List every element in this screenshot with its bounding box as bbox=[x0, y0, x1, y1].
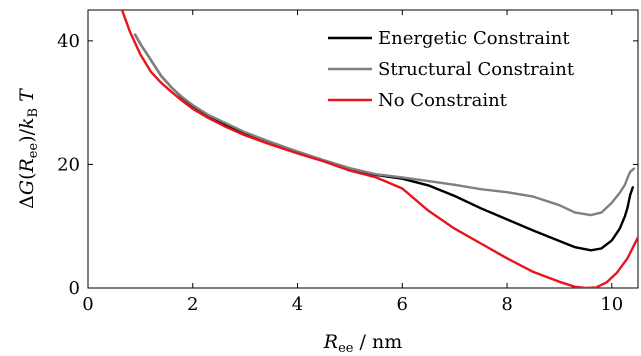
y-tick-label: 20 bbox=[57, 154, 80, 175]
x-tick-label: 2 bbox=[187, 294, 198, 315]
y-tick-label: 40 bbox=[57, 31, 80, 52]
legend-label-2: Structural Constraint bbox=[378, 59, 575, 80]
x-tick-label: 10 bbox=[600, 294, 623, 315]
series-line-3 bbox=[120, 10, 638, 288]
series-layer bbox=[120, 10, 638, 288]
x-tick-label: 6 bbox=[397, 294, 408, 315]
x-tick-label: 4 bbox=[292, 294, 303, 315]
axis-ticks: 0 2 4 6 8 10 0 20 40 bbox=[57, 10, 638, 315]
plot-frame bbox=[87, 9, 639, 289]
y-axis-label: ΔG(Ree)/kB T bbox=[16, 88, 41, 209]
x-tick-label: 0 bbox=[82, 294, 93, 315]
legend-label-1: Energetic Constraint bbox=[378, 28, 570, 49]
svg-text:ΔG(Ree)/kB T: ΔG(Ree)/kB T bbox=[16, 88, 41, 209]
legend: Energetic Constraint Structural Constrain… bbox=[328, 28, 575, 111]
svg-text:Ree / nm: Ree / nm bbox=[323, 331, 402, 356]
y-tick-label: 0 bbox=[69, 278, 80, 299]
series-line-2 bbox=[133, 33, 635, 217]
x-tick-label: 8 bbox=[501, 294, 512, 315]
x-axis-label: Ree / nm bbox=[323, 331, 402, 356]
legend-label-3: No Constraint bbox=[378, 90, 508, 111]
